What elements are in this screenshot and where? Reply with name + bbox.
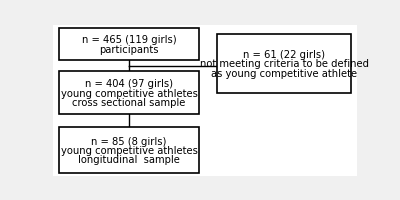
Bar [59, 127, 199, 173]
Text: young competitive athletes: young competitive athletes [61, 88, 198, 98]
Text: longitudinal  sample: longitudinal sample [78, 155, 180, 164]
Text: n = 404 (97 girls): n = 404 (97 girls) [85, 79, 173, 89]
Bar [218, 35, 351, 93]
Text: young competitive athletes: young competitive athletes [61, 145, 198, 155]
Text: as young competitive athlete: as young competitive athlete [211, 68, 357, 78]
Text: participants: participants [99, 44, 159, 54]
Bar [59, 29, 199, 61]
Text: cross sectional sample: cross sectional sample [72, 98, 186, 108]
Text: n = 61 (22 girls): n = 61 (22 girls) [243, 50, 325, 60]
Text: not meeting criteria to be defined: not meeting criteria to be defined [200, 59, 368, 69]
Bar [59, 72, 199, 115]
Text: n = 465 (119 girls): n = 465 (119 girls) [82, 35, 176, 45]
Text: n = 85 (8 girls): n = 85 (8 girls) [91, 136, 167, 146]
